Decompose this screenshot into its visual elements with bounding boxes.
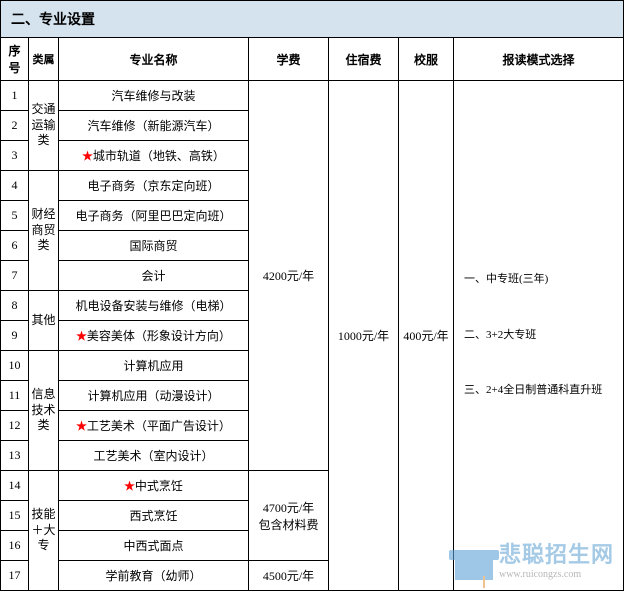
star-icon: ★ <box>124 479 135 493</box>
cat-cell: 交通运输类 <box>29 81 59 171</box>
seq-cell: 15 <box>1 501 29 531</box>
mode-item-3: 三、2+4全日制普通科直升班 <box>460 381 617 401</box>
uniform-cell: 400元/年 <box>399 81 454 591</box>
tuition-cell: 4500元/年 <box>249 561 329 591</box>
major-cell: ★中式烹饪 <box>59 471 249 501</box>
header-major: 专业名称 <box>59 38 249 81</box>
seq-cell: 1 <box>1 81 29 111</box>
seq-cell: 13 <box>1 441 29 471</box>
major-cell: 中西式面点 <box>59 531 249 561</box>
seq-cell: 9 <box>1 321 29 351</box>
section-title: 二、专业设置 <box>0 0 624 37</box>
table-row: 1 交通运输类 汽车维修与改装 4200元/年 1000元/年 400元/年 一… <box>1 81 624 111</box>
seq-cell: 10 <box>1 351 29 381</box>
seq-cell: 8 <box>1 291 29 321</box>
major-cell: 国际商贸 <box>59 231 249 261</box>
header-mode: 报读模式选择 <box>454 38 624 81</box>
header-cat: 类属 <box>29 38 59 81</box>
major-cell: 计算机应用 <box>59 351 249 381</box>
cat-cell: 信息技术类 <box>29 351 59 471</box>
seq-cell: 17 <box>1 561 29 591</box>
mode-item-2: 二、3+2大专班 <box>460 326 617 346</box>
star-icon: ★ <box>76 419 87 433</box>
header-uniform: 校服 <box>399 38 454 81</box>
cat-cell: 技能＋大专 <box>29 471 59 591</box>
tuition-cell: 4200元/年 <box>249 81 329 471</box>
seq-cell: 3 <box>1 141 29 171</box>
header-tuition: 学费 <box>249 38 329 81</box>
seq-cell: 14 <box>1 471 29 501</box>
major-cell: 电子商务（京东定向班） <box>59 171 249 201</box>
major-cell: 学前教育（幼师） <box>59 561 249 591</box>
star-icon: ★ <box>82 149 93 163</box>
seq-cell: 12 <box>1 411 29 441</box>
major-cell: 计算机应用（动漫设计） <box>59 381 249 411</box>
seq-cell: 16 <box>1 531 29 561</box>
mode-item-1: 一、中专班(三年) <box>460 270 617 290</box>
header-seq: 序号 <box>1 38 29 81</box>
seq-cell: 5 <box>1 201 29 231</box>
star-icon: ★ <box>76 329 87 343</box>
seq-cell: 2 <box>1 111 29 141</box>
major-cell: 汽车维修（新能源汽车） <box>59 111 249 141</box>
major-cell: 会计 <box>59 261 249 291</box>
seq-cell: 7 <box>1 261 29 291</box>
dorm-cell: 1000元/年 <box>329 81 399 591</box>
header-dorm: 住宿费 <box>329 38 399 81</box>
major-cell: ★城市轨道（地铁、高铁） <box>59 141 249 171</box>
major-cell: 机电设备安装与维修（电梯） <box>59 291 249 321</box>
seq-cell: 6 <box>1 231 29 261</box>
major-cell: ★美容美体（形象设计方向） <box>59 321 249 351</box>
major-cell: ★工艺美术（平面广告设计） <box>59 411 249 441</box>
seq-cell: 11 <box>1 381 29 411</box>
major-cell: 汽车维修与改装 <box>59 81 249 111</box>
cat-cell: 财经商贸类 <box>29 171 59 291</box>
cat-cell: 其他 <box>29 291 59 351</box>
tuition-cell: 4700元/年 包含材料费 <box>249 471 329 561</box>
major-cell: 工艺美术（室内设计） <box>59 441 249 471</box>
major-cell: 西式烹饪 <box>59 501 249 531</box>
seq-cell: 4 <box>1 171 29 201</box>
major-cell: 电子商务（阿里巴巴定向班） <box>59 201 249 231</box>
major-table: 序号 类属 专业名称 学费 住宿费 校服 报读模式选择 1 交通运输类 汽车维修… <box>0 37 624 591</box>
mode-cell: 一、中专班(三年) 二、3+2大专班 三、2+4全日制普通科直升班 <box>454 81 624 591</box>
header-row: 序号 类属 专业名称 学费 住宿费 校服 报读模式选择 <box>1 38 624 81</box>
